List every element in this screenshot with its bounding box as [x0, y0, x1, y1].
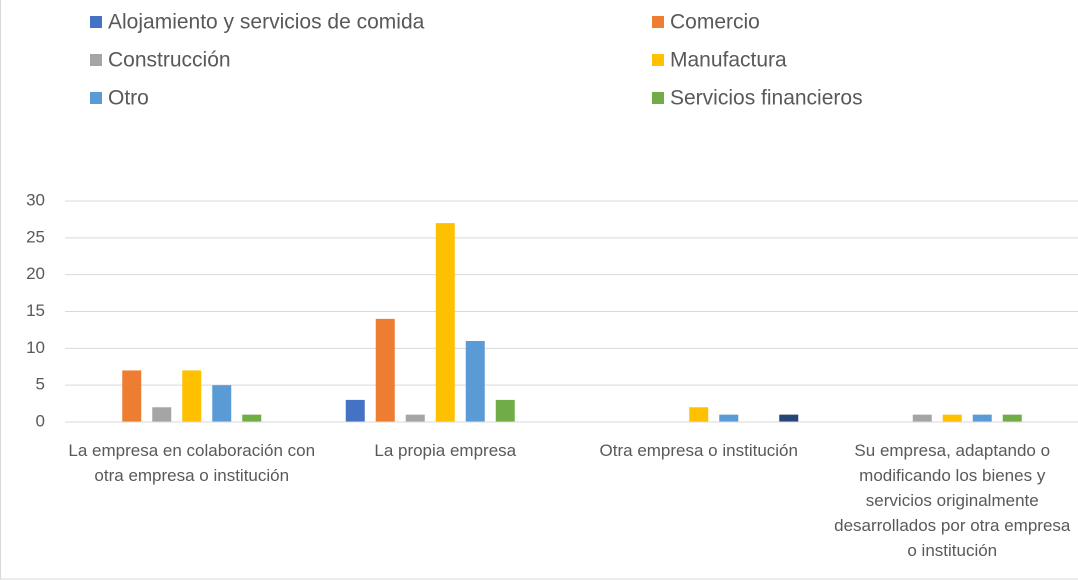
legend-swatch: [652, 54, 664, 66]
y-tick-label: 5: [36, 375, 45, 394]
legend-label: Construcción: [108, 49, 231, 72]
bar: [465, 340, 485, 422]
bar: [212, 385, 232, 422]
bar: [122, 370, 142, 422]
bar: [1002, 414, 1022, 422]
bar: [495, 399, 515, 422]
legend-swatch: [652, 16, 664, 28]
x-tick-label: Su empresa, adaptando o modificando los …: [834, 441, 1071, 560]
legend-label: Alojamiento y servicios de comida: [108, 11, 425, 34]
y-tick-label: 0: [36, 411, 45, 430]
legend-label: Comercio: [670, 11, 760, 34]
legend-swatch: [90, 16, 102, 28]
bar: [182, 370, 202, 422]
y-tick-label: 30: [26, 190, 45, 209]
legend-label: Servicios financieros: [670, 87, 863, 110]
legend-swatch: [90, 92, 102, 104]
bar: [152, 407, 172, 422]
bar: [375, 318, 395, 422]
x-tick-label: Otra empresa o institución: [599, 441, 798, 460]
bar: [435, 223, 455, 422]
legend-label: Otro: [108, 87, 149, 110]
bar: [689, 407, 709, 422]
y-tick-label: 10: [26, 338, 45, 357]
legend-swatch: [652, 92, 664, 104]
legend-swatch: [90, 54, 102, 66]
bar: [972, 414, 992, 422]
bar: [405, 414, 425, 422]
y-tick-label: 25: [26, 227, 45, 246]
bar: [345, 399, 365, 422]
x-tick-label: La propia empresa: [374, 441, 517, 460]
bar: [719, 414, 739, 422]
bar: [242, 414, 262, 422]
bar: [912, 414, 932, 422]
x-tick-label: La empresa en colaboración con otra empr…: [68, 441, 316, 485]
y-tick-label: 20: [26, 264, 45, 283]
y-tick-label: 15: [26, 301, 45, 320]
bar: [779, 414, 799, 422]
bar: [942, 414, 962, 422]
legend-label: Manufactura: [670, 49, 787, 72]
